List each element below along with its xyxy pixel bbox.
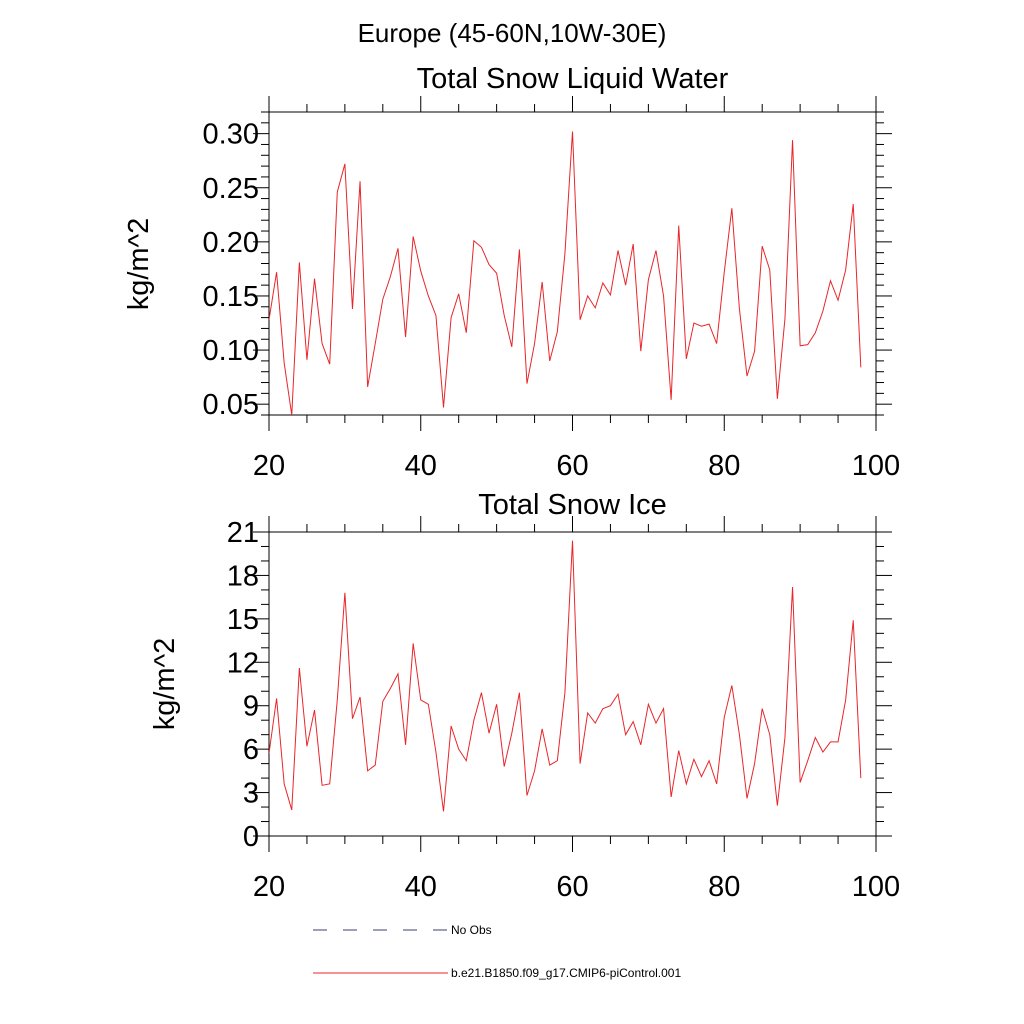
y-tick-label: 0.25 — [203, 173, 259, 205]
x-tick-label: 40 — [405, 871, 437, 903]
y-tick-label: 12 — [227, 647, 259, 679]
y-tick-label: 3 — [243, 778, 259, 810]
y-tick-label: 0.10 — [203, 335, 259, 367]
x-tick-label: 40 — [405, 450, 437, 482]
y-tick-label: 15 — [227, 604, 259, 636]
series-line — [269, 540, 862, 812]
x-tick-label: 80 — [708, 450, 740, 482]
legend-label-model: b.e21.B1850.f09_g17.CMIP6-piControl.001 — [451, 966, 681, 980]
y-tick-label: 0.30 — [203, 119, 259, 151]
x-tick-label: 60 — [556, 450, 588, 482]
chart-title: Total Snow Liquid Water — [417, 63, 729, 95]
y-tick-label: 9 — [243, 691, 259, 723]
legend: No Obs b.e21.B1850.f09_g17.CMIP6-piContr… — [313, 923, 681, 980]
x-tick-label: 100 — [852, 871, 900, 903]
figure-suptitle: Europe (45-60N,10W-30E) — [358, 18, 667, 48]
plot-frame — [268, 111, 877, 416]
x-tick-label: 60 — [556, 871, 588, 903]
y-axis-label: kg/m^2 — [149, 638, 181, 731]
panel-total-snow-ice: Total Snow Ice kg/m^2 20 40 60 80 100 0 3 6 9 12 15 1… — [149, 489, 900, 903]
y-tick-label: 0 — [243, 821, 259, 853]
y-tick-label: 0.20 — [203, 227, 259, 259]
panel-total-snow-liquid-water: Total Snow Liquid Water kg/m^2 20 40 60 80 100… — [123, 63, 900, 482]
x-tick-label: 20 — [253, 450, 285, 482]
y-tick-label: 6 — [243, 734, 259, 766]
y-tick-label: 21 — [227, 517, 259, 549]
legend-label-no-obs: No Obs — [451, 923, 492, 937]
series-line — [269, 131, 862, 415]
y-tick-label: 18 — [227, 560, 259, 592]
y-tick-label: 0.15 — [203, 281, 259, 313]
x-tick-label: 20 — [253, 871, 285, 903]
y-axis-label: kg/m^2 — [123, 218, 155, 311]
plot-frame — [268, 531, 877, 837]
x-tick-label: 80 — [708, 871, 740, 903]
x-tick-label: 100 — [852, 450, 900, 482]
chart-title: Total Snow Ice — [478, 489, 667, 521]
y-tick-label: 0.05 — [203, 389, 259, 421]
